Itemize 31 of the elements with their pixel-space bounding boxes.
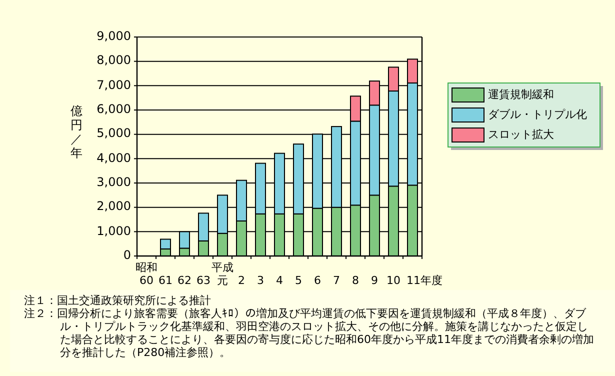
x-tick-label: 5 [294, 274, 303, 287]
text: 注２：回帰分析により旅客需要（旅客人ｷﾛ）の増加及び平均運賃の低下要因を運賃規制緩和（平成８年度）、ダブル・トリプルトラック化基準緩和、羽田空港のスロット拡大、その他に分解。施策を講じなかったと仮定した場合と比較することにより、各要因の寄与度に応じた昭和60年度から平成11年度までの消費者余剰の増加分を推計した（P280補注参照）。 [24, 307, 594, 359]
y-tick-label: 0 [122, 248, 131, 262]
y-axis-title: 億円／年 [70, 104, 83, 160]
x-tick-label: 9 [370, 274, 379, 287]
x-tick-label: 4 [275, 274, 284, 287]
y-tick-label: 5,000 [96, 126, 131, 140]
x-tick-label: 62 [176, 274, 192, 287]
x-tick-label: 7 [332, 274, 341, 287]
legend-label: 運賃規制緩和 [488, 88, 554, 101]
x-tick-label: 11年度 [406, 274, 442, 287]
x-tick-label: 6 [313, 274, 322, 287]
legend-label: ダブル・トリプル化 [488, 108, 587, 121]
x-tick-label: 63 [196, 274, 212, 287]
y-tick-label: 1,000 [96, 224, 131, 238]
legend-label: スロット拡大 [488, 128, 554, 141]
x-tick-label: 平成元 [210, 261, 234, 287]
x-tick-label: 3 [256, 274, 265, 287]
y-tick-label: 4,000 [96, 150, 131, 165]
x-tick-label: 10 [386, 274, 402, 287]
y-tick-label: 8,000 [96, 53, 131, 68]
y-tick-label: 3,000 [96, 175, 131, 189]
x-tick-label: 8 [351, 274, 360, 287]
x-tick-label: 61 [158, 274, 174, 287]
text: 注１：国土交通政策研究所による推計 [24, 294, 212, 307]
y-tick-label: 2,000 [96, 199, 131, 214]
x-tick-label: 昭和60 [134, 261, 158, 287]
x-tick-label: 2 [237, 274, 246, 287]
y-tick-label: 6,000 [96, 102, 131, 116]
y-tick-label: 7,000 [96, 78, 131, 92]
y-tick-label: 9,000 [96, 29, 131, 43]
